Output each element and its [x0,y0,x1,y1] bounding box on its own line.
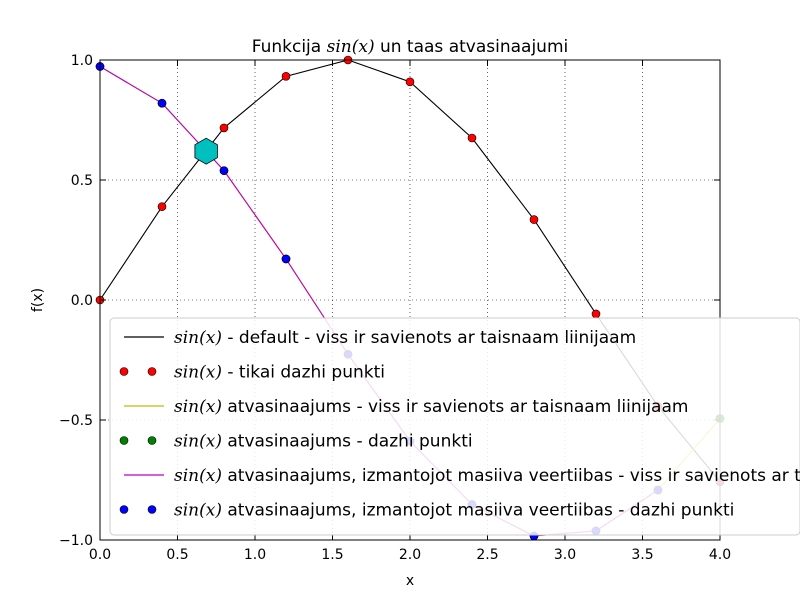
legend-entry-label: atvasinaajums - dazhi punkti [222,432,473,452]
legend-entry-label: atvasinaajums, izmantojot masiiva veerti… [222,501,734,521]
legend-entry-5: sin(x) atvasinaajums, izmantojot masiiva… [174,501,734,521]
legend-entry-label: atvasinaajums, izmantojot masiiva veerti… [222,466,800,486]
series-point-5 [281,254,291,264]
x-tick-label: 3.0 [554,547,576,563]
series-point-5 [219,166,229,175]
y-tick-label: −1.0 [59,533,93,549]
y-axis-label: f(x) [30,288,46,312]
legend-swatch-dot-5 [147,505,157,514]
legend-entry-label: - tikai dazhi punkti [222,363,385,383]
legend-entry-0: sin(x) - default - viss ir savienots ar … [174,328,636,348]
series-point-5 [157,98,167,108]
legend-entry-1: sin(x) - tikai dazhi punkti [174,363,385,383]
chart-title-prefix: Funkcija [252,37,327,57]
y-tick-label: 0.0 [71,293,93,309]
legend-swatch-dot-3 [147,436,157,445]
legend-swatch-dot-1 [119,367,129,376]
legend: sin(x) - default - viss ir savienots ar … [109,317,800,536]
legend-entry-math: sin(x) [174,363,222,383]
legend-entry-math: sin(x) [174,328,222,348]
chart-title-math: sin(x) [327,37,375,57]
legend-entry-math: sin(x) [174,432,222,452]
legend-entry-3: sin(x) atvasinaajums - dazhi punkti [174,432,473,452]
chart-title-suffix: un taas atvasinaajumi [375,37,569,57]
hexagon-marker [194,137,218,165]
legend-swatch-dot-5 [119,505,129,514]
series-point-1 [529,215,539,224]
x-tick-label: 4.0 [709,547,731,563]
legend-entry-label: - default - viss ir savienots ar taisnaa… [222,328,636,348]
series-point-1 [467,133,477,143]
legend-entry-2: sin(x) atvasinaajums - viss ir savienots… [174,397,688,417]
x-tick-label: 1.5 [321,547,343,563]
x-axis-label: x [406,573,414,589]
legend-entry-math: sin(x) [174,397,222,417]
series-point-1 [281,72,291,81]
x-tick-label: 0.5 [166,547,188,563]
legend-box [109,317,800,536]
y-axis: 1.0 0.5 0.0 −0.5 −1.0 [59,53,720,549]
series-point-1 [219,123,229,133]
series-point-1 [591,309,601,319]
x-tick-label: 2.5 [476,547,498,563]
legend-swatch-dot-1 [147,367,157,376]
y-tick-label: 0.5 [71,173,93,189]
y-tick-label: −0.5 [59,413,93,429]
series-point-1 [157,202,167,211]
legend-entry-4: sin(x) atvasinaajums, izmantojot masiiva… [174,466,800,486]
x-tick-label: 3.5 [631,547,653,563]
x-tick-label: 1.0 [244,547,266,563]
legend-entry-math: sin(x) [174,466,222,486]
x-tick-label: 2.0 [399,547,421,563]
x-axis: 0.0 0.5 1.0 1.5 2.0 2.5 3.0 3.5 4.0 [89,60,731,563]
x-tick-label: 0.0 [89,547,111,563]
chart-title: Funkcija sin(x) un taas atvasinaajumi [252,37,568,57]
y-tick-label: 1.0 [71,53,93,69]
legend-entry-label: atvasinaajums - viss ir savienots ar tai… [222,397,688,417]
legend-swatch-dot-3 [119,436,129,445]
legend-entry-math: sin(x) [174,501,222,521]
series-point-1 [405,77,415,87]
